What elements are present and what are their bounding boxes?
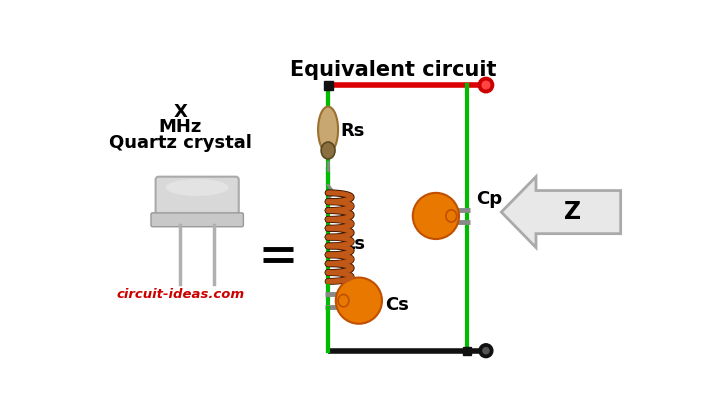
- Text: MHz: MHz: [158, 118, 202, 136]
- Text: X: X: [173, 103, 187, 121]
- Bar: [463, 347, 471, 355]
- Text: Cs: Cs: [385, 296, 409, 313]
- Ellipse shape: [318, 107, 338, 153]
- Text: Rs: Rs: [341, 122, 365, 140]
- Text: circuit-ideas.com: circuit-ideas.com: [116, 288, 245, 301]
- Text: Z: Z: [564, 200, 580, 224]
- Text: Ls: Ls: [343, 236, 365, 253]
- Ellipse shape: [165, 179, 229, 196]
- Circle shape: [483, 348, 489, 354]
- Text: Cp: Cp: [476, 190, 502, 208]
- Ellipse shape: [321, 142, 335, 159]
- Ellipse shape: [338, 294, 349, 307]
- Bar: [325, 81, 333, 89]
- Circle shape: [479, 344, 493, 358]
- FancyBboxPatch shape: [156, 177, 239, 225]
- Ellipse shape: [446, 210, 456, 222]
- Text: Quartz crystal: Quartz crystal: [109, 134, 252, 152]
- Circle shape: [336, 278, 382, 324]
- Polygon shape: [501, 177, 620, 247]
- Circle shape: [478, 77, 494, 93]
- Circle shape: [413, 193, 459, 239]
- FancyBboxPatch shape: [151, 213, 243, 227]
- Text: Equivalent circuit: Equivalent circuit: [290, 60, 497, 80]
- Circle shape: [482, 81, 490, 89]
